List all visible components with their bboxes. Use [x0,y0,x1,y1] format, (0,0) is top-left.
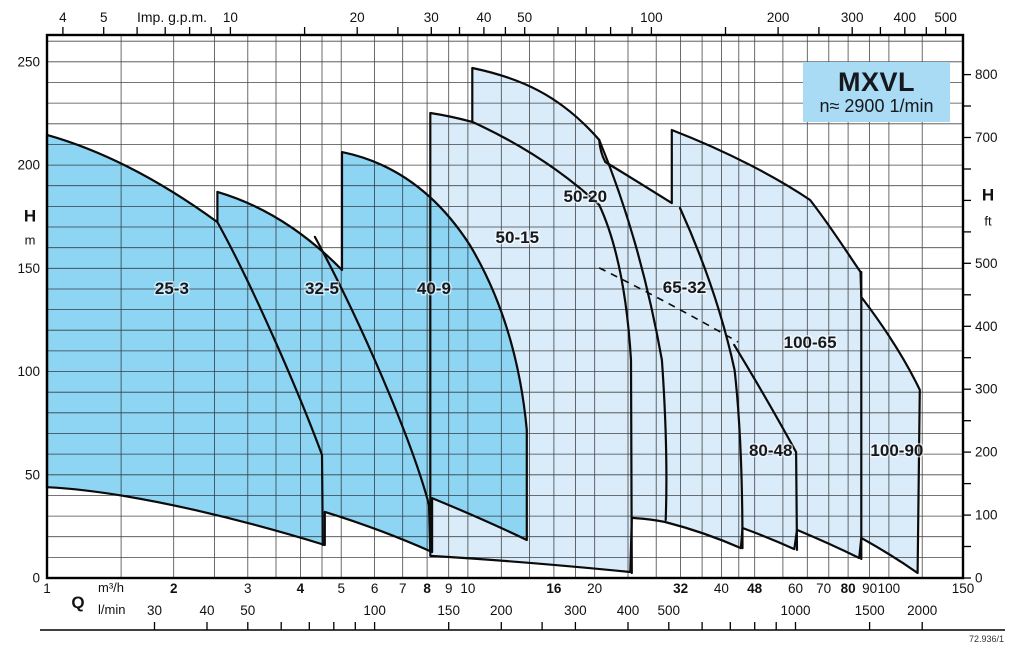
m-tick-label: 100 [17,364,40,379]
left-axis-unit: m [25,232,36,247]
m3h-tick-label: 1 [43,581,51,596]
ft-tick-label: 800 [975,67,998,82]
gpm-tick-label: 30 [424,10,439,25]
gpm-axis-title: Imp. g.p.m. [137,9,207,25]
pump-label-50-15: 50-15 [496,228,539,247]
lmin-tick-label: 1500 [855,603,885,618]
axis-bottom-lmin: 30 40 50 100 150 200 300 400 500 1000 1500 2000 l/mi… [40,602,1005,631]
lmin-tick-label: 1000 [780,603,810,618]
m3h-tick-label: 2 [170,581,178,596]
right-axis-unit: ft [984,214,992,229]
lmin-tick-label: 200 [490,603,513,618]
m3h-tick-label: 48 [747,581,763,596]
m3h-tick-label: 4 [297,581,305,596]
envelope-boundaries [45,66,921,575]
m-tick-label: 250 [17,54,40,69]
envelope-dark-group [47,134,527,552]
series-title: MXVL [837,66,915,97]
series-speed: n≈ 2900 1/min [819,96,934,117]
axis-left-m: 0 50 100 150 200 250 Hm [17,54,40,585]
gpm-tick-label: 300 [841,10,864,25]
m3h-tick-label: 8 [423,581,431,596]
pump-label-40-9: 40-9 [417,279,451,298]
q-axis-title: Q [71,593,84,612]
m3h-tick-label: 100 [878,581,901,596]
series-info-box: MXVL n≈ 2900 1/min [803,62,950,122]
lmin-unit: l/min [98,602,125,617]
pump-model-labels: 25-3 32-5 40-9 50-15 50-20 65-32 100-65 80-48 10… [153,186,924,462]
lmin-tick-label: 150 [437,603,460,618]
m3h-tick-label: 10 [460,581,475,596]
pump-label-80-48: 80-48 [749,441,792,460]
m3h-tick-label: 3 [244,581,252,596]
drawing-number: 72.936/1 [968,634,1004,644]
pump-label-100-65: 100-65 [784,333,837,352]
gpm-tick-label: 5 [100,10,108,25]
gpm-tick-label: 20 [350,10,365,25]
gpm-tick-label: 50 [517,10,532,25]
m3h-tick-label: 70 [816,581,831,596]
gpm-tick-label: 100 [640,10,663,25]
m3h-tick-label: 9 [445,581,453,596]
lmin-tick-label: 30 [147,603,162,618]
m-tick-label: 0 [32,571,40,586]
m-tick-label: 50 [25,467,40,482]
dashed-boundary-line [598,267,739,343]
pump-label-65-32: 65-32 [663,278,706,297]
lmin-tick-label: 300 [564,603,587,618]
lmin-tick-label: 500 [658,603,681,618]
pump-label-100-90: 100-90 [870,441,923,460]
m3h-tick-label: 90 [862,581,877,596]
lmin-tick-label: 100 [363,603,386,618]
ft-tick-label: 500 [975,256,998,271]
m3h-tick-label: 32 [673,581,688,596]
pump-label-25-3: 25-3 [155,279,189,298]
m3h-tick-label: 6 [371,581,379,596]
ft-tick-label: 400 [975,319,998,334]
axis-bottom-m3h: 1 2 3 4 5 6 7 8 9 10 16 20 32 40 48 60 70 80 90 100 150 Qm³/h [43,580,974,612]
m3h-tick-label: 7 [399,581,407,596]
right-axis-title: H [982,185,994,204]
ft-tick-label: 200 [975,445,998,460]
m3h-tick-label: 80 [841,581,856,596]
m-tick-label: 200 [17,158,40,173]
gpm-tick-label: 40 [476,10,491,25]
gpm-tick-label: 400 [894,10,917,25]
gpm-tick-label: 500 [934,10,957,25]
gpm-tick-label: 10 [223,10,238,25]
axis-right-ft: 0 100 200 300 400 500 700 800 Hft [963,67,998,586]
left-axis-title: H [24,207,36,226]
lmin-tick-label: 40 [199,603,214,618]
gpm-tick-label: 4 [59,10,67,25]
m3h-tick-label: 16 [546,581,562,596]
ft-tick-label: 700 [975,130,998,145]
ft-tick-label: 300 [975,382,998,397]
m-tick-label: 150 [17,261,40,276]
m3h-tick-label: 40 [714,581,729,596]
pump-label-32-5: 32-5 [305,279,339,298]
lmin-tick-label: 2000 [907,603,937,618]
m3h-tick-label: 5 [337,581,345,596]
grid [46,35,964,578]
pump-label-50-20: 50-20 [564,187,607,206]
m3h-tick-label: 60 [788,581,803,596]
axis-top-gpm: 4 5 10 20 30 40 50 100 200 300 400 500 Imp. g.p.m. [59,9,957,35]
lmin-tick-label: 50 [240,603,255,618]
ft-tick-label: 100 [975,508,998,523]
lmin-tick-label: 400 [617,603,640,618]
m3h-unit: m³/h [98,580,124,595]
m3h-tick-label: 20 [587,581,602,596]
gpm-tick-label: 200 [767,10,790,25]
ft-tick-label: 0 [975,571,983,586]
envelope-light-group [430,68,920,573]
m3h-tick-label: 150 [952,581,975,596]
